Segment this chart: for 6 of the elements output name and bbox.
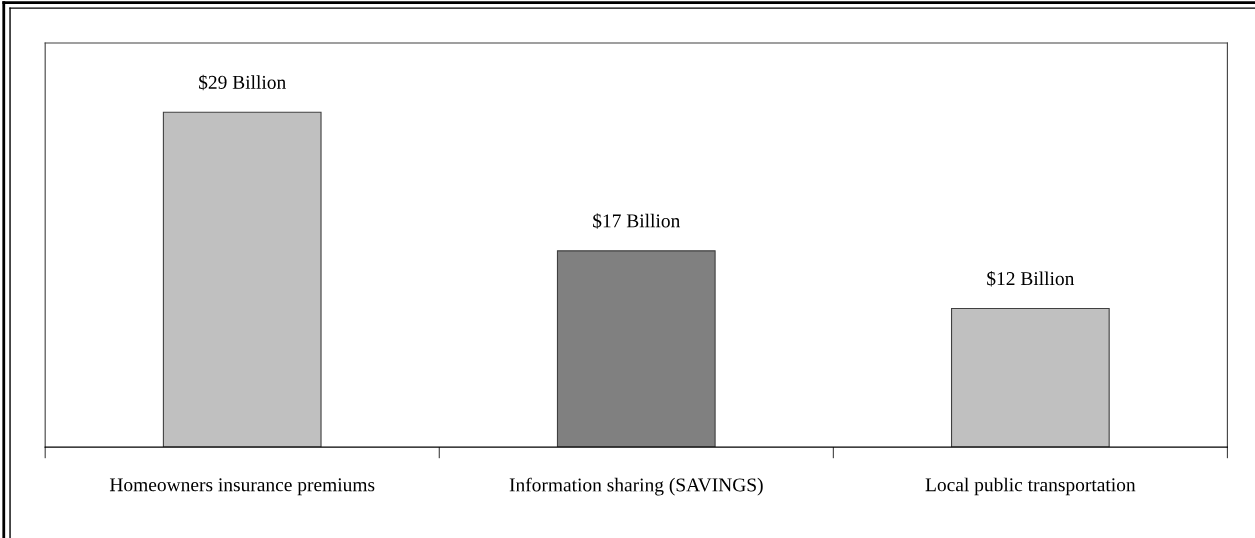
data-label: $17 Billion bbox=[593, 213, 681, 229]
data-label: $29 Billion bbox=[199, 74, 286, 91]
x-tick-label: Local public transportation bbox=[925, 477, 1136, 496]
data-label: $12 Billion bbox=[987, 270, 1075, 287]
x-tick-label: Information sharing (SAVINGS) bbox=[509, 477, 763, 496]
x-tick-label: Homeowners insurance premiums bbox=[109, 478, 375, 496]
